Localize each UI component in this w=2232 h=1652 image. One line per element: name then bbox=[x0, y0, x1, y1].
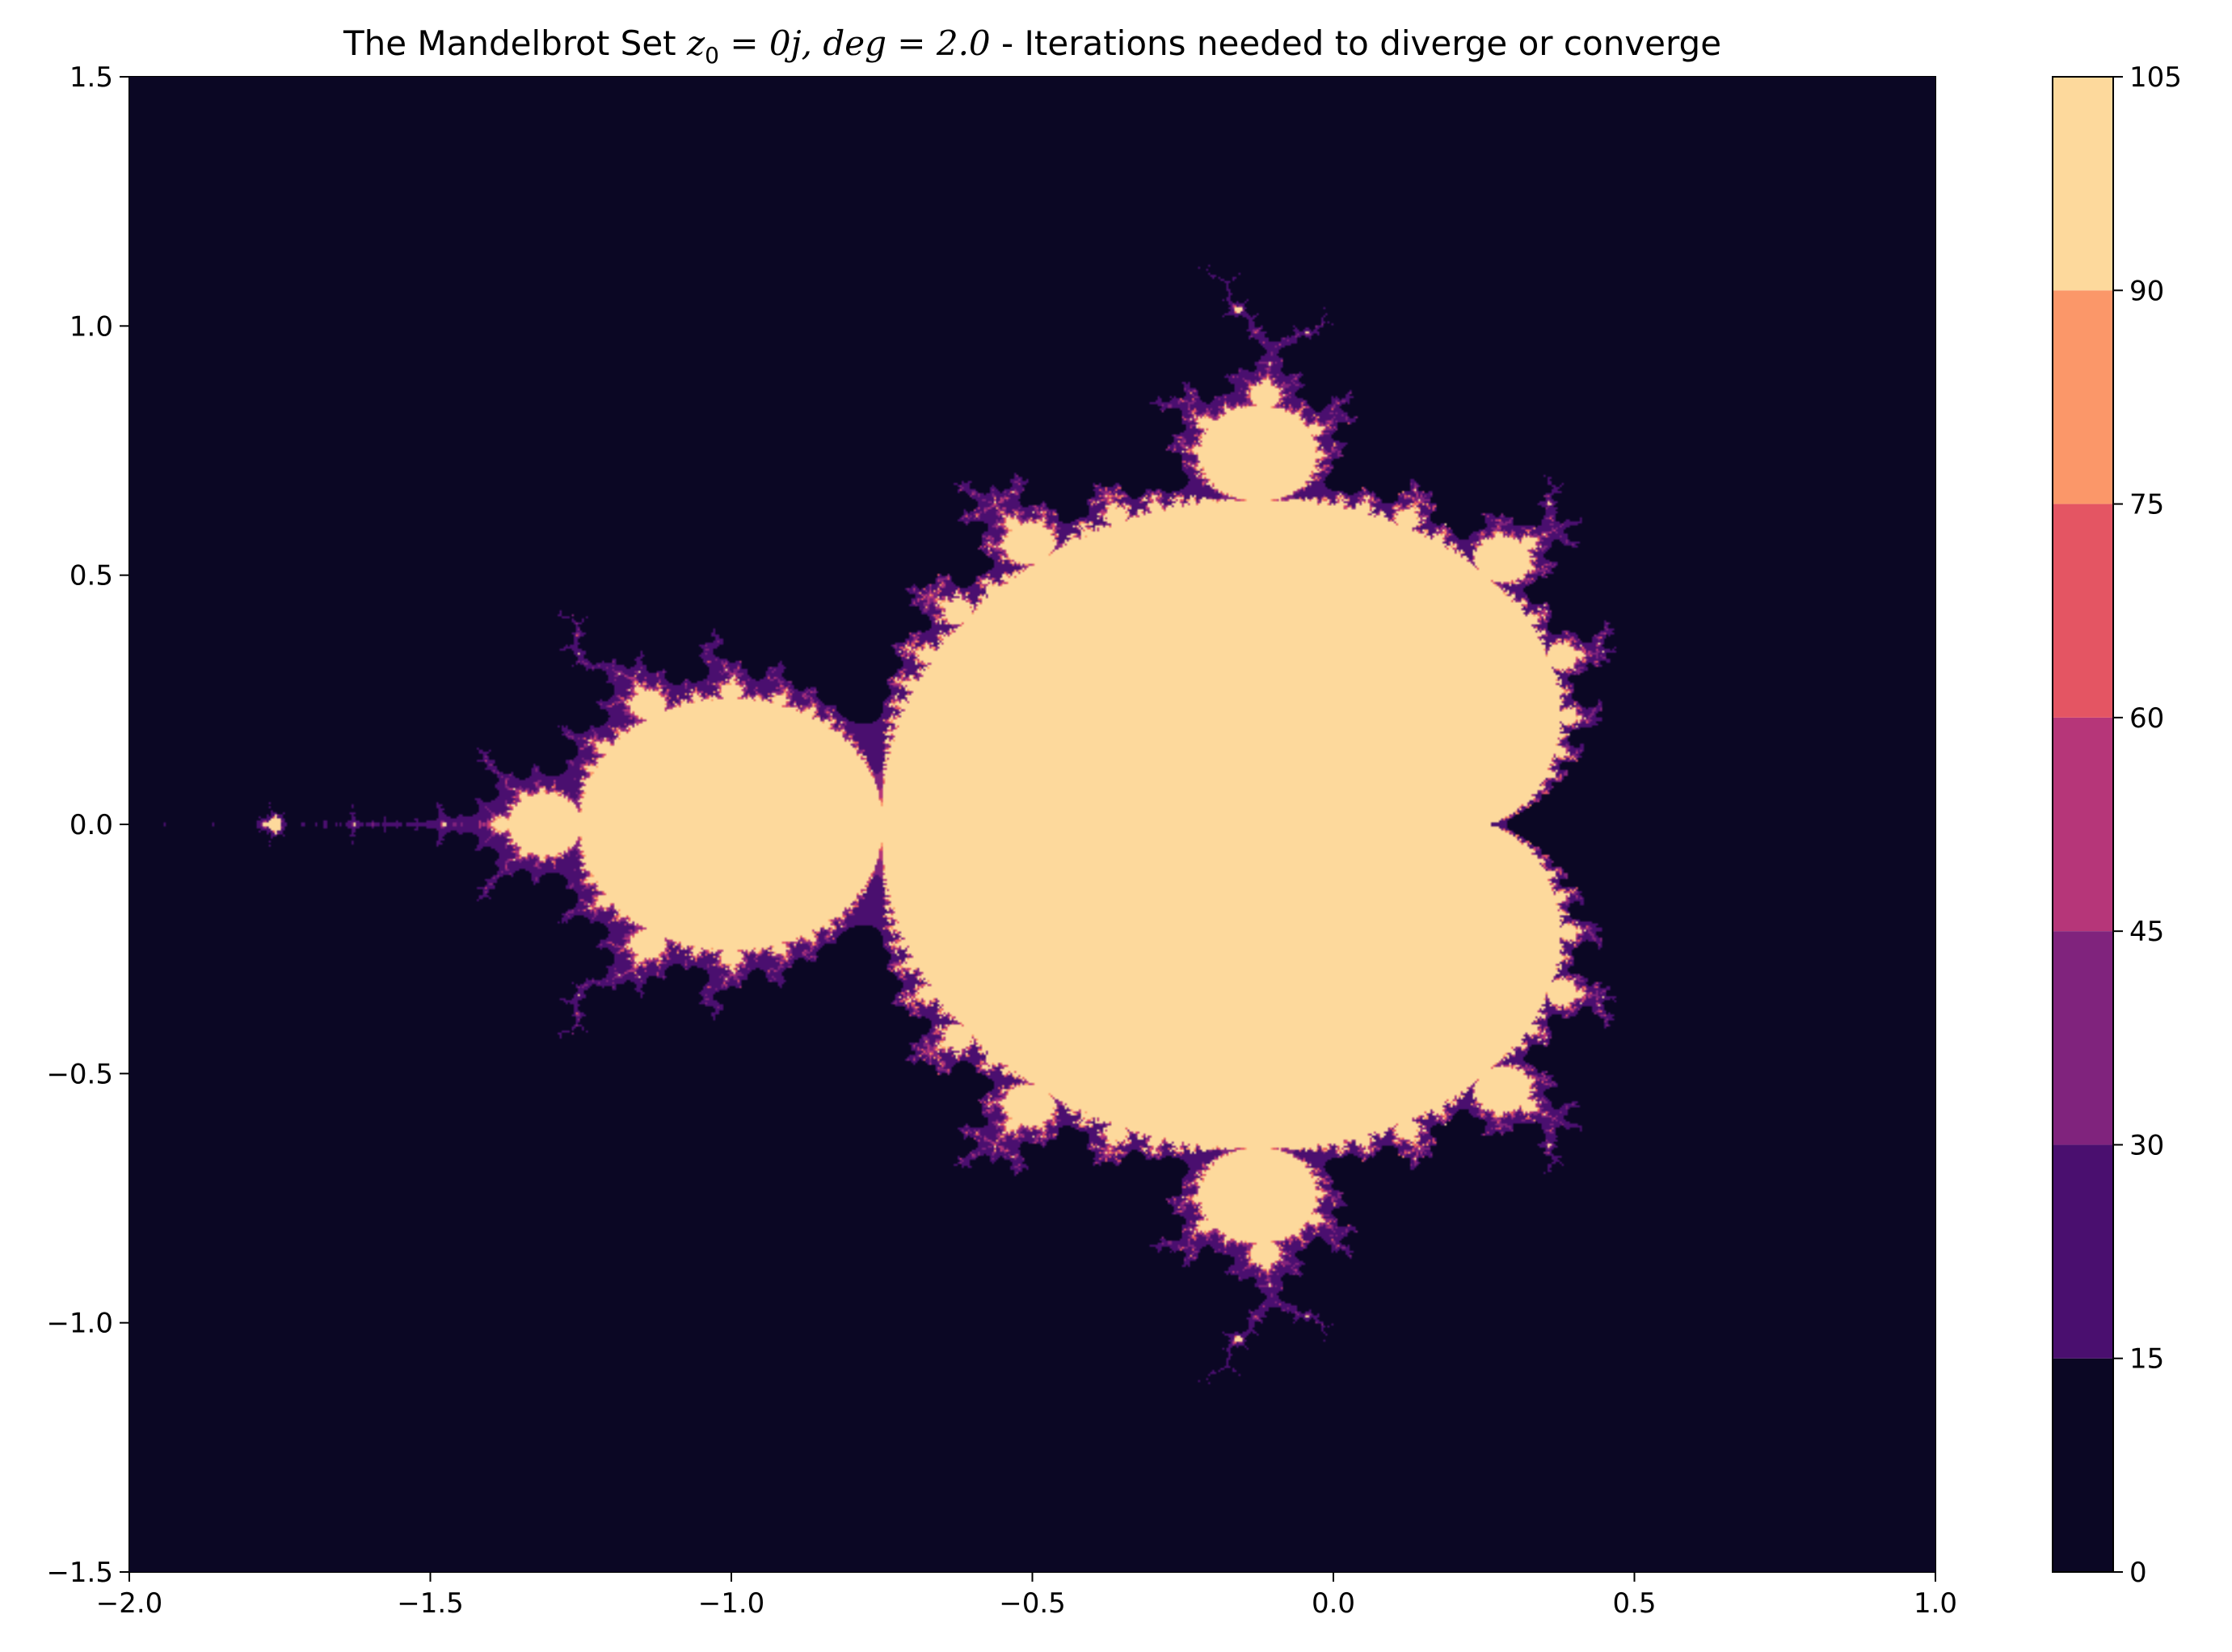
colorbar-frame bbox=[2052, 76, 2114, 1573]
y-tick-label: 1.5 bbox=[69, 61, 113, 94]
y-tick-label: −1.5 bbox=[46, 1557, 113, 1589]
title-math-rest: = 0j, deg = 2.0 bbox=[719, 23, 991, 63]
mandelbrot-heatmap bbox=[129, 77, 1935, 1572]
title-prefix: The Mandelbrot Set bbox=[343, 23, 687, 63]
x-axis-ticks: −2.0 −1.5 −1.0 −0.5 0.0 0.5 1.0 bbox=[96, 1572, 1957, 1620]
colorbar-tick-label: 45 bbox=[2129, 916, 2164, 948]
colorbar-band bbox=[2053, 931, 2113, 1145]
colorbar-tick-label: 30 bbox=[2129, 1129, 2164, 1161]
x-tick-label: −1.5 bbox=[397, 1587, 464, 1620]
colorbar-tick-label: 105 bbox=[2129, 61, 2182, 94]
y-tick-label: 0.5 bbox=[69, 560, 113, 592]
y-axis-ticks: −1.5 −1.0 −0.5 0.0 0.5 1.0 1.5 bbox=[46, 61, 129, 1589]
colorbar-band bbox=[2053, 1358, 2113, 1572]
title-math-z: z bbox=[686, 23, 705, 63]
x-tick-label: 0.5 bbox=[1612, 1587, 1656, 1620]
title-math-subscript: 0 bbox=[705, 42, 719, 69]
x-tick-label: 0.0 bbox=[1312, 1587, 1355, 1620]
colorbar-band bbox=[2053, 290, 2113, 504]
y-tick-label: 0.0 bbox=[69, 809, 113, 841]
colorbar-tick-label: 90 bbox=[2129, 275, 2164, 307]
y-tick-label: −1.0 bbox=[46, 1308, 113, 1340]
y-tick-label: 1.0 bbox=[69, 310, 113, 343]
colorbar-tick-label: 0 bbox=[2129, 1557, 2147, 1589]
colorbar-band bbox=[2053, 717, 2113, 932]
colorbar: 0 15 30 45 60 75 90 105 bbox=[2052, 61, 2182, 1589]
title-suffix: - Iterations needed to diverge or conver… bbox=[991, 23, 1721, 63]
colorbar-tick-label: 60 bbox=[2129, 702, 2164, 735]
colorbar-tick-label: 75 bbox=[2129, 489, 2164, 521]
colorbar-band bbox=[2053, 504, 2113, 718]
colorbar-band bbox=[2053, 77, 2113, 291]
x-tick-label: −0.5 bbox=[999, 1587, 1066, 1620]
x-tick-label: −1.0 bbox=[698, 1587, 765, 1620]
y-tick-label: −0.5 bbox=[46, 1058, 113, 1090]
colorbar-tick-label: 15 bbox=[2129, 1343, 2164, 1376]
x-tick-label: −2.0 bbox=[96, 1587, 163, 1620]
x-tick-label: 1.0 bbox=[1914, 1587, 1957, 1620]
chart-title: The Mandelbrot Set z0 = 0j, deg = 2.0 - … bbox=[343, 23, 1721, 69]
colorbar-band bbox=[2053, 1144, 2113, 1359]
